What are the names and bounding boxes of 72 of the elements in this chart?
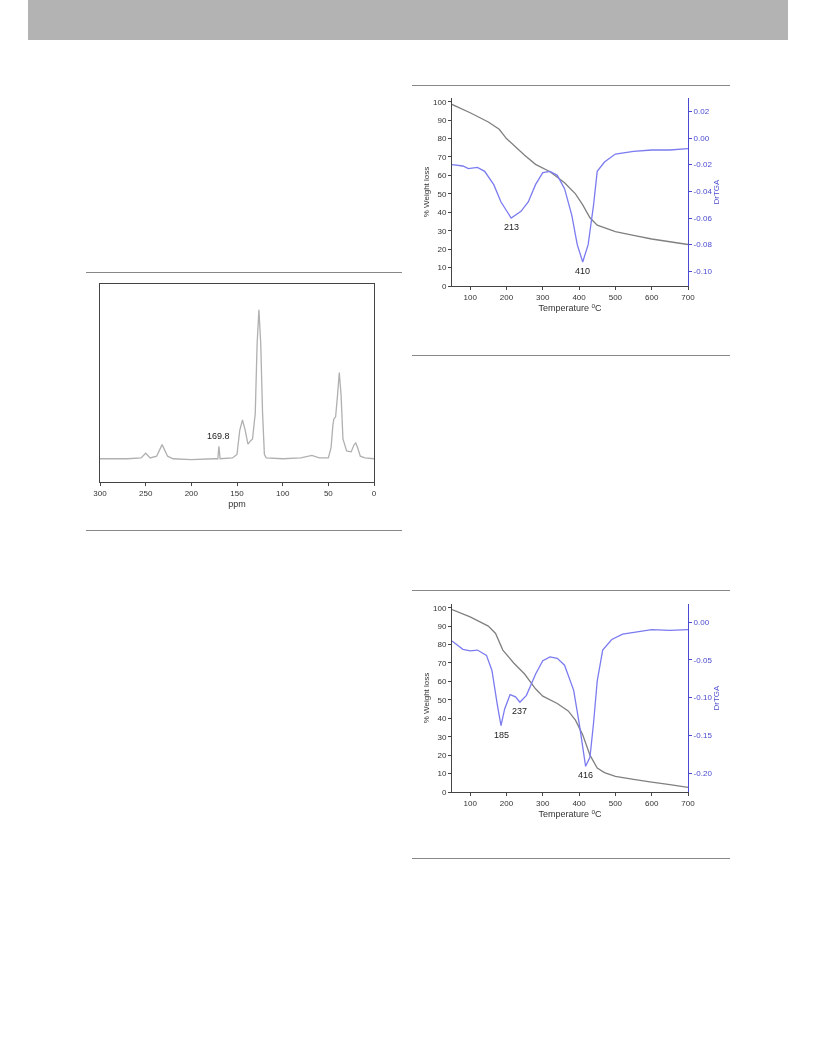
annotation: 416 bbox=[578, 770, 594, 780]
y-tick-label: 60 bbox=[437, 171, 447, 181]
x-tick-label: 200 bbox=[184, 488, 199, 498]
y2-tick-label: -0.20 bbox=[693, 768, 713, 778]
y2-tick-label: -0.08 bbox=[693, 240, 713, 250]
x-tick-label: 700 bbox=[681, 798, 696, 808]
x-tick-label: 0 bbox=[371, 488, 377, 498]
x-tick-label: 100 bbox=[463, 292, 478, 302]
x-tick-label: 600 bbox=[645, 292, 659, 302]
y-tick-label: 70 bbox=[437, 658, 447, 668]
x-axis-title: ppm bbox=[228, 499, 246, 510]
y2-tick-label: -0.10 bbox=[693, 267, 713, 277]
line-series bbox=[452, 608, 688, 789]
annotation: 185 bbox=[494, 730, 510, 740]
x-axis-title: Temperature $^{o}$C bbox=[538, 301, 603, 314]
y2-axis-title: DrTGA bbox=[712, 178, 722, 205]
annotation: 410 bbox=[575, 266, 591, 276]
y2-axis-title: DrTGA bbox=[712, 684, 722, 711]
y-tick-label: 70 bbox=[437, 152, 447, 162]
y2-tick-label: 0.00 bbox=[693, 617, 710, 627]
y-tick-label: 10 bbox=[437, 769, 447, 779]
x-tick-label: 700 bbox=[681, 292, 696, 302]
y-tick-label: 40 bbox=[437, 208, 447, 218]
y-tick-label: 90 bbox=[437, 621, 447, 631]
x-tick-label: 100 bbox=[463, 798, 478, 808]
y2-tick-label: -0.04 bbox=[693, 187, 713, 197]
y-tick-label: 60 bbox=[437, 677, 447, 687]
x-tick-label: 250 bbox=[138, 488, 153, 498]
y2-tick-label: -0.10 bbox=[693, 693, 713, 703]
y-tick-label: 0 bbox=[441, 281, 447, 291]
y2-tick-label: -0.05 bbox=[693, 655, 713, 665]
y-tick-label: 80 bbox=[437, 640, 447, 650]
y-axis-title: % Weight loss bbox=[421, 672, 431, 724]
annotation: 237 bbox=[512, 706, 528, 716]
x-tick-label: 150 bbox=[230, 488, 245, 498]
x-tick-label: 200 bbox=[499, 798, 514, 808]
annotation: 213 bbox=[504, 222, 520, 232]
x-tick-label: 400 bbox=[572, 798, 587, 808]
y-tick-label: 40 bbox=[437, 714, 447, 724]
y2-tick-label: -0.06 bbox=[693, 213, 713, 223]
line-series bbox=[452, 629, 688, 767]
y-tick-label: 10 bbox=[437, 263, 447, 273]
y-tick-label: 20 bbox=[437, 244, 447, 254]
y-tick-label: 0 bbox=[441, 787, 447, 797]
x-tick-label: 300 bbox=[536, 292, 550, 302]
y-tick-label: 100 bbox=[433, 603, 447, 613]
x-tick-label: 200 bbox=[499, 292, 514, 302]
x-tick-label: 500 bbox=[608, 798, 623, 808]
y2-tick-label: -0.15 bbox=[693, 731, 713, 741]
x-tick-label: 100 bbox=[275, 488, 290, 498]
y-tick-label: 20 bbox=[437, 750, 447, 760]
x-tick-label: 300 bbox=[536, 798, 550, 808]
y-axis-title: % Weight loss bbox=[421, 166, 431, 218]
y-tick-label: 90 bbox=[437, 115, 447, 125]
y-tick-label: 30 bbox=[437, 732, 447, 742]
annotation: 169.8 bbox=[207, 431, 230, 441]
y-tick-label: 50 bbox=[437, 189, 447, 199]
x-axis-title: Temperature $^{o}$C bbox=[538, 807, 603, 820]
y-tick-label: 80 bbox=[437, 134, 447, 144]
y2-tick-label: 0.02 bbox=[693, 107, 710, 117]
x-tick-label: 600 bbox=[645, 798, 659, 808]
x-tick-label: 300 bbox=[93, 488, 108, 498]
y-tick-label: 30 bbox=[437, 226, 447, 236]
x-tick-label: 500 bbox=[608, 292, 623, 302]
line-series bbox=[452, 148, 688, 263]
y2-tick-label: 0.00 bbox=[693, 133, 710, 143]
line-series bbox=[452, 103, 688, 246]
x-tick-label: 400 bbox=[572, 292, 587, 302]
y-tick-label: 100 bbox=[433, 97, 447, 107]
x-tick-label: 50 bbox=[323, 488, 334, 498]
y2-tick-label: -0.02 bbox=[693, 160, 713, 170]
y-tick-label: 50 bbox=[437, 695, 447, 705]
